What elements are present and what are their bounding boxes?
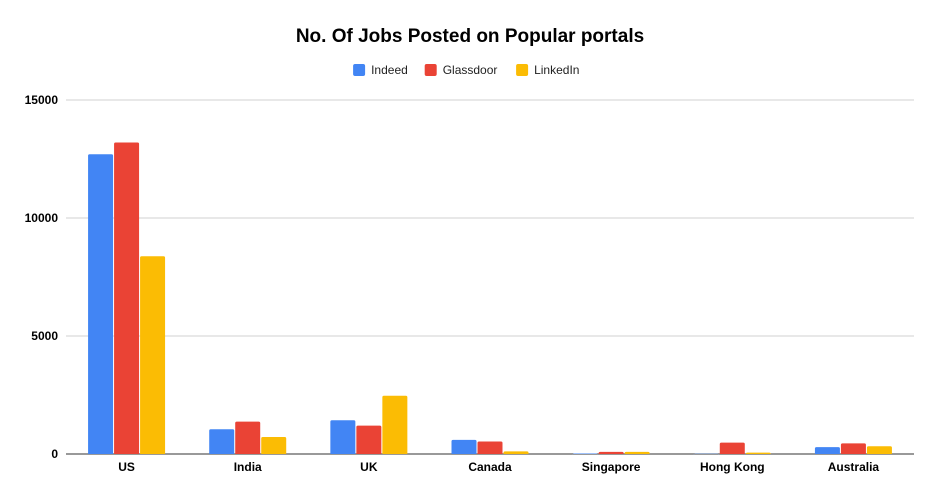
bar-indeed-us (88, 154, 114, 454)
bar-linkedin-uk (382, 395, 408, 454)
bar-glassdoor-hong-kong (719, 442, 745, 454)
bar-linkedin-singapore (624, 451, 650, 454)
bar-linkedin-us (140, 256, 166, 454)
bar-linkedin-india (261, 437, 287, 454)
bar-indeed-uk (330, 420, 356, 454)
y-tick-label: 5000 (31, 329, 58, 343)
x-tick-label: US (118, 460, 135, 474)
legend-label: LinkedIn (534, 63, 579, 77)
bar-indeed-singapore (572, 453, 598, 456)
x-tick-label: Hong Kong (700, 460, 765, 474)
legend: Indeed Glassdoor LinkedIn (353, 63, 579, 77)
bar-glassdoor-singapore (598, 451, 624, 454)
x-axis: US India UK Canada Singapore Hong Kong Austral… (118, 460, 879, 474)
legend-swatch (353, 64, 366, 76)
bar-indeed-australia (814, 447, 840, 454)
y-axis: 0 5000 10000 15000 (25, 93, 59, 461)
x-tick-label: UK (360, 460, 378, 474)
x-tick-label: Singapore (582, 460, 641, 474)
x-tick-label: Australia (828, 460, 880, 474)
bar-indeed-canada (451, 439, 477, 454)
y-tick-label: 0 (51, 447, 58, 461)
bar-linkedin-australia (866, 446, 892, 454)
legend-item-glassdoor: Glassdoor (424, 63, 498, 77)
x-tick-label: Canada (468, 460, 512, 474)
legend-item-indeed: Indeed (353, 63, 408, 77)
y-tick-label: 15000 (25, 93, 59, 107)
x-tick-label: India (234, 460, 262, 474)
y-tick-label: 10000 (25, 211, 59, 225)
bar-glassdoor-australia (840, 443, 866, 454)
bar-glassdoor-india (235, 421, 261, 454)
bar-glassdoor-uk (356, 425, 382, 454)
bar-glassdoor-canada (477, 441, 503, 454)
bars (88, 142, 892, 456)
grid (66, 99, 914, 455)
legend-swatch (516, 64, 529, 76)
bar-glassdoor-us (114, 142, 140, 455)
legend-label: Glassdoor (443, 63, 498, 77)
bar-indeed-hong-kong (693, 453, 719, 456)
bar-linkedin-hong-kong (745, 452, 771, 455)
legend-item-linkedin: LinkedIn (516, 63, 579, 77)
legend-label: Indeed (371, 63, 408, 77)
chart-title: No. Of Jobs Posted on Popular portals (296, 26, 644, 47)
bar-indeed-india (209, 429, 235, 454)
legend-swatch (424, 64, 437, 76)
bar-linkedin-canada (503, 451, 529, 454)
